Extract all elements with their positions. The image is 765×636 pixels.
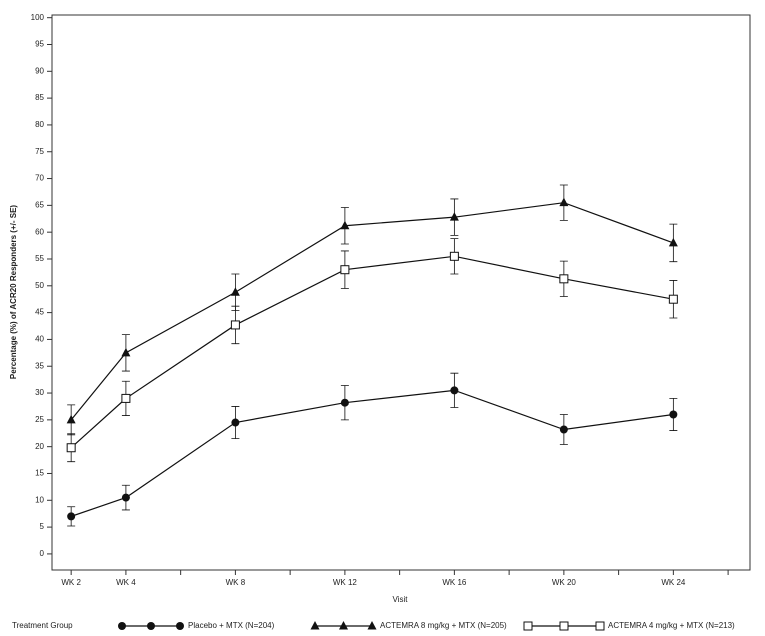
x-tick-label: WK 16 <box>442 578 467 587</box>
marker <box>340 220 350 230</box>
marker <box>523 621 533 631</box>
marker <box>230 320 240 330</box>
y-tick-label: 65 <box>35 200 44 209</box>
marker <box>449 212 459 221</box>
x-tick-label: WK 2 <box>61 578 81 587</box>
marker <box>67 512 76 521</box>
marker <box>310 621 320 630</box>
marker <box>668 237 678 247</box>
marker <box>66 414 76 424</box>
x-tick-label: WK 4 <box>116 578 136 587</box>
y-tick-label: 75 <box>35 147 44 156</box>
marker <box>176 622 184 630</box>
y-axis-label: Percentage (%) of ACR20 Responders (+/- … <box>9 205 18 380</box>
marker <box>118 622 126 630</box>
marker <box>339 621 348 630</box>
marker <box>367 621 377 630</box>
marker <box>669 410 678 419</box>
series-line <box>70 255 674 449</box>
y-tick-label: 0 <box>40 549 45 558</box>
marker <box>559 425 568 434</box>
legend-title: Treatment Group <box>12 621 73 630</box>
marker <box>668 294 678 304</box>
marker <box>449 251 459 261</box>
legend-label: ACTEMRA 4 mg/kg + MTX (N=213) <box>608 621 735 630</box>
y-tick-label: 35 <box>35 361 44 370</box>
marker <box>340 265 350 275</box>
marker <box>66 443 76 453</box>
y-tick-label: 20 <box>35 442 44 451</box>
x-tick-label: WK 12 <box>333 578 358 587</box>
x-axis-label: Visit <box>393 595 409 604</box>
marker <box>230 287 240 296</box>
y-tick-label: 55 <box>35 254 44 263</box>
marker <box>595 621 605 631</box>
y-tick-label: 85 <box>35 93 44 102</box>
y-tick-label: 25 <box>35 415 44 424</box>
y-tick-label: 45 <box>35 308 44 317</box>
y-tick-label: 50 <box>35 281 44 290</box>
x-tick-label: WK 20 <box>552 578 577 587</box>
y-tick-label: 90 <box>35 66 44 75</box>
legend-label: ACTEMRA 8 mg/kg + MTX (N=205) <box>380 621 507 630</box>
x-tick-label: WK 8 <box>226 578 246 587</box>
marker <box>121 347 131 357</box>
legend-label: Placebo + MTX (N=204) <box>188 621 275 630</box>
marker <box>559 274 569 284</box>
marker <box>450 386 459 395</box>
x-tick-label: WK 24 <box>661 578 686 587</box>
y-tick-label: 15 <box>35 469 44 478</box>
y-tick-label: 100 <box>31 13 45 22</box>
marker <box>121 493 130 502</box>
series-line <box>70 202 674 421</box>
marker <box>340 398 349 407</box>
marker <box>231 418 240 427</box>
y-tick-label: 5 <box>40 522 45 531</box>
y-tick-label: 80 <box>35 120 44 129</box>
plot-frame <box>51 14 751 571</box>
y-tick-label: 60 <box>35 227 44 236</box>
marker <box>121 393 131 403</box>
y-tick-label: 30 <box>35 388 44 397</box>
marker <box>559 621 569 631</box>
y-tick-label: 10 <box>35 495 44 504</box>
marker <box>147 622 155 630</box>
series-line <box>70 389 674 517</box>
marker <box>559 197 569 207</box>
y-tick-label: 95 <box>35 40 44 49</box>
y-tick-label: 70 <box>35 174 44 183</box>
y-tick-label: 40 <box>35 335 44 344</box>
